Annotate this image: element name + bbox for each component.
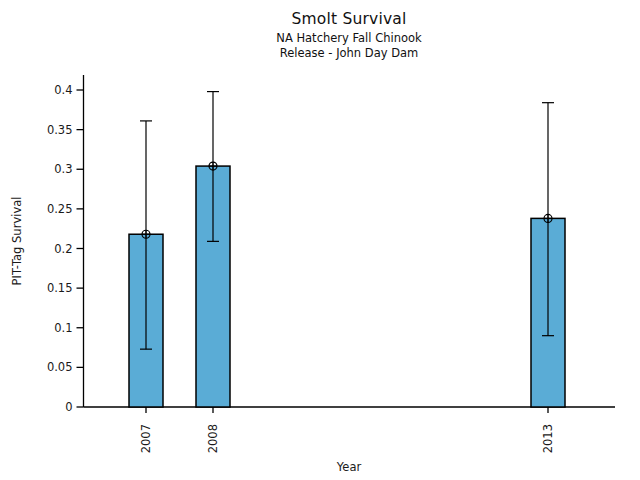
plot-area: 0 0.05 0.1 0.15 0.2 0.25 0.3 0.35 0.4 2007 2008 201… [0, 0, 640, 480]
y-tick-label: 0.4 [54, 83, 72, 97]
x-tick-label: 2007 [139, 424, 153, 453]
y-tick-label: 0.05 [47, 360, 73, 374]
y-tick-label: 0.35 [47, 123, 73, 137]
y-tick-label: 0.3 [54, 162, 72, 176]
y-tick-label: 0.15 [47, 281, 73, 295]
y-tick-label: 0.25 [47, 202, 73, 216]
x-tick-label: 2013 [541, 424, 555, 453]
x-axis-label: Year [83, 460, 615, 474]
figure: Smolt Survival NA Hatchery Fall Chinook … [0, 0, 640, 480]
y-tick-label: 0.2 [54, 242, 72, 256]
y-tick-label: 0 [65, 400, 72, 414]
y-tick-label: 0.1 [54, 321, 72, 335]
x-tick-label: 2008 [206, 424, 220, 453]
